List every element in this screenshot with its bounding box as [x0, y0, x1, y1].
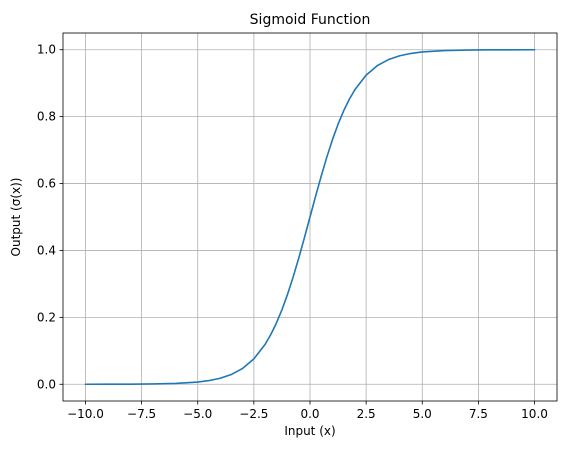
y-ticks: 0.0 0.2 0.4 0.6 0.8 1.0: [37, 43, 63, 391]
x-axis-label: Input (x): [284, 424, 335, 438]
x-tick-label: 10.0: [521, 407, 548, 421]
y-tick-label: 1.0: [37, 43, 56, 57]
y-axis-label: Output (σ(x)): [9, 178, 23, 257]
x-tick-label: −7.5: [127, 407, 156, 421]
x-tick-label: 0.0: [300, 407, 319, 421]
x-tick-label: −10.0: [67, 407, 104, 421]
x-tick-label: 2.5: [357, 407, 376, 421]
series-layer: [84, 48, 536, 386]
chart-title: Sigmoid Function: [250, 12, 371, 28]
y-tick-label: 0.6: [37, 177, 56, 191]
y-tick-label: 0.2: [37, 310, 56, 324]
x-tick-label: 5.0: [413, 407, 432, 421]
y-tick-label: 0.8: [37, 110, 56, 124]
x-tick-label: −5.0: [183, 407, 212, 421]
y-tick-label: 0.4: [37, 243, 56, 257]
x-tick-label: −2.5: [239, 407, 268, 421]
series-line: [84, 48, 536, 386]
y-tick-label: 0.0: [37, 377, 56, 391]
x-tick-label: 7.5: [469, 407, 488, 421]
x-ticks: −10.0 −7.5 −5.0 −2.5 0.0 2.5 5.0 7.5 10.0: [67, 401, 548, 421]
